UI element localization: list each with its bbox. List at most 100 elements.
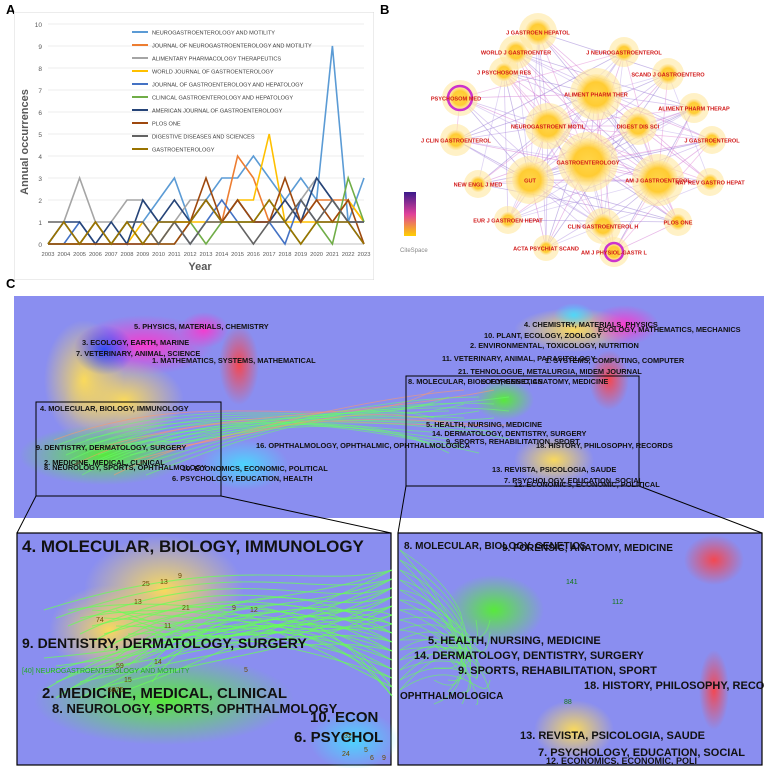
zoom-left-number: 6 [370, 755, 374, 762]
zoom-left-label-0: 4. MOLECULAR, BIOLOGY, IMMUNOLOGY [22, 537, 365, 556]
annual-occurrences-chart: NEUROGASTROENTEROLOGY AND MOTILITY JOURNA… [13, 11, 375, 281]
zoom-right-label-1: 9. FORENSIC, ANATOMY, MEDICINE [502, 543, 673, 554]
zoom-left-small-label: [40] NEUROGASTROENTEROLOGY AND MOTILITY [22, 668, 190, 675]
zoom-citation-flows [43, 549, 491, 705]
overview-label-right-1: 10. PLANT, ECOLOGY, ZOOLOGY [484, 331, 602, 340]
zoom-right-number: 112 [612, 599, 623, 606]
zoom-left-number: 15 [124, 677, 132, 684]
network-node: ALIMENT PHARM THERAP [658, 93, 730, 123]
series-line-9 [47, 198, 365, 246]
zoom-right-number: 141 [566, 579, 578, 586]
x-tick-label: 2007 [105, 252, 118, 258]
network-node-label: NEUROGASTROENT MOTIL [511, 125, 586, 131]
network-node-label: PSYCHOSOM MED [431, 97, 481, 103]
network-node: WORLD J GASTROENTER [481, 35, 551, 69]
zoom-right-label-7: 7. PSYCHOLOGY, EDUCATION, SOCIAL [538, 747, 745, 759]
time-color-legend [404, 192, 416, 236]
zoom-left-number: 13 [160, 579, 168, 586]
network-node-label: GUT [524, 179, 536, 185]
network-node-label: ALIMENT PHARM THERAP [658, 107, 730, 113]
network-node-label: NEW ENGL J MED [454, 183, 503, 189]
network-node: PSYCHOSOM MED [431, 80, 481, 116]
overview-label-right-7: 5. HEALTH, NURSING, MEDICINE [426, 420, 542, 429]
legend-label-1: JOURNAL OF NEUROGASTROENTEROLOGY AND MOT… [152, 44, 312, 50]
network-node: NEW ENGL J MED [454, 170, 503, 198]
network-node-label: J PSYCHOSOM RES [477, 71, 531, 77]
y-tick-label: 8 [38, 66, 42, 73]
network-node: CLIN GASTROENTEROL H [568, 208, 638, 244]
zoom-left-label-1: 9. DENTISTRY, DERMATOLOGY, SURGERY [22, 635, 307, 651]
legend-label-9: GASTROENTEROLOGY [152, 148, 215, 154]
legend-label-3: WORLD JOURNAL OF GASTROENTEROLOGY [152, 70, 274, 76]
y-tick-label: 10 [35, 22, 43, 29]
y-tick-label: 1 [38, 220, 42, 227]
network-node: NEUROGASTROENT MOTIL [511, 103, 586, 149]
zoom-left-number: 25 [142, 581, 150, 588]
citespace-logo: CiteSpace [400, 248, 428, 254]
zoom-left-label-3: 8. NEUROLOGY, SPORTS, OPHTHALMOLOGY [52, 701, 338, 716]
network-node-label: SCAND J GASTROENTERO [631, 73, 705, 79]
overview-label-right-8: 14. DERMATOLOGY, DENTISTRY, SURGERY [432, 429, 586, 438]
legend-label-0: NEUROGASTROENTEROLOGY AND MOTILITY [152, 31, 275, 37]
zoom-right-label-8: 12. ECONOMICS, ECONOMIC, POLI [546, 756, 697, 766]
zoom-left-number: 21 [182, 605, 190, 612]
overview-label-left-5: 9. DENTISTRY, DERMATOLOGY, SURGERY [36, 443, 186, 452]
y-tick-label: 3 [38, 176, 42, 183]
overview-label-left-8: 10. ECONOMICS, ECONOMIC, POLITICAL [182, 464, 328, 473]
overview-label-right-2: 2. ENVIRONMENTAL, TOXICOLOGY, NUTRITION [470, 341, 639, 350]
x-tick-label: 2012 [184, 252, 197, 258]
x-tick-label: 2013 [200, 252, 213, 258]
y-tick-label: 6 [38, 110, 42, 117]
zoom-left-label-4: 10. ECON [310, 709, 378, 726]
line-chart-panel: NEUROGASTROENTEROLOGY AND MOTILITY JOURNA… [13, 11, 375, 281]
zoom-right-label-0: 8. MOLECULAR, BIOLOGY, GENETICS [404, 541, 587, 552]
network-node-label: J NEUROGASTROENTEROL [586, 51, 662, 57]
x-tick-label: 2006 [89, 252, 102, 258]
network-node: NAT REV GASTRO HEPAT [675, 168, 745, 196]
right-zoom-region [405, 375, 640, 487]
journal-cocitation-network: J GASTROEN HEPATOL WORLD J GASTROENTER J N… [398, 12, 764, 280]
zoom-left-number: 9 [382, 755, 386, 762]
legend-label-6: AMERICAN JOURNAL OF GASTROENTEROLOGY [152, 109, 283, 115]
network-node: ALIMENT PHARM THER [564, 68, 628, 120]
zoom-left-number: 24 [342, 751, 350, 758]
network-node: J GASTROENTEROL [684, 126, 740, 154]
network-node-label: EUR J GASTROEN HEPAT [473, 219, 543, 225]
network-node-label: ACTA PSYCHIAT SCAND [513, 247, 579, 253]
zoom-left-number: 59 [116, 663, 124, 670]
network-node: J NEUROGASTROENTEROL [586, 37, 662, 67]
zoom-left-number: 14 [154, 659, 162, 666]
network-node: PLOS ONE [664, 208, 693, 236]
x-tick-label: 2010 [152, 252, 165, 258]
network-node-label: J GASTROENTEROL [684, 139, 740, 145]
x-tick-label: 2003 [42, 252, 55, 258]
x-tick-label: 2009 [136, 252, 149, 258]
zoom-right-label-6: 13. REVISTA, PSICOLOGIA, SAUDE [520, 730, 705, 742]
overview-label-right-11: 13. REVISTA, PSICOLOGIA, SAUDE [492, 465, 616, 474]
overview-label-left-3: 1. MATHEMATICS, SYSTEMS, MATHEMATICAL [152, 356, 316, 365]
y-tick-label: 7 [38, 88, 42, 95]
x-tick-label: 2021 [326, 252, 339, 258]
overview-label-right-9: 9. SPORTS, REHABILITATION, SPORT [446, 437, 580, 446]
legend-label-4: JOURNAL OF GASTROENTEROLOGY AND HEPATOLO… [152, 83, 304, 89]
zoom-left-number: 11 [164, 623, 171, 630]
zoom-left-number: 5 [244, 667, 248, 674]
y-tick-label: 0 [38, 242, 42, 249]
zoom-left-number: 9 [232, 605, 236, 612]
overview-label-right-4: 1. SYSTEMS, COMPUTING, COMPUTER [545, 356, 685, 365]
zoom-left-number: 32 [344, 733, 352, 740]
overview-label-left-1: 3. ECOLOGY, EARTH, MARINE [82, 338, 189, 347]
overview-label-right-overlap-top: ECOLOGY, MATHEMATICS, MECHANICS [598, 325, 741, 334]
x-tick-label: 2017 [263, 252, 276, 258]
network-node-label: PLOS ONE [664, 221, 693, 227]
legend-label-5: CLINICAL GASTROENTEROLOGY AND HEPATOLOGY [152, 96, 293, 102]
zoom-left-label-5: 6. PSYCHOL [294, 729, 383, 746]
zoom-left-number: 12 [250, 607, 258, 614]
network-node: DIGEST DIS SCI [617, 107, 660, 145]
x-tick-label: 2022 [342, 252, 355, 258]
y-tick-label: 5 [38, 132, 42, 139]
zoom-left-number: 74 [96, 617, 104, 624]
network-node: J CLIN GASTROENTEROL [421, 124, 492, 156]
network-node-label: ALIMENT PHARM THER [564, 93, 628, 99]
x-tick-label: 2014 [215, 252, 229, 258]
